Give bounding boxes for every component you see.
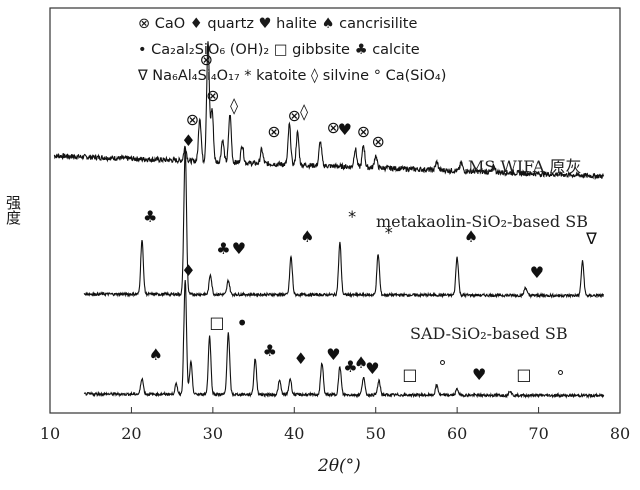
legend-line-2: • Ca₂al₂SiO₆ (OH)₂ □ gibbsite ♣ calcite [138, 42, 420, 58]
series-line [83, 148, 605, 299]
phase-marker: ♠ [464, 227, 478, 246]
x-tick-label: 40 [284, 424, 304, 443]
phase-marker: ♥ [472, 365, 486, 384]
series-name-label: metakaolin-SiO₂-based SB [376, 212, 588, 231]
phase-marker: ◊ [230, 96, 238, 115]
series-layer [53, 41, 605, 400]
phase-marker: □ [402, 365, 417, 384]
phase-marker: * [348, 207, 356, 226]
x-axis-ticks: 10 20 30 40 50 60 70 80 [40, 407, 630, 443]
phase-marker: ♦ [294, 349, 308, 368]
phase-marker: ♥ [326, 345, 340, 364]
phase-marker: ♠ [354, 353, 368, 372]
phase-marker: □ [209, 313, 224, 332]
phase-marker: ⊗ [206, 86, 219, 105]
phase-marker: ° [438, 357, 446, 376]
plot-frame [49, 7, 621, 414]
series-name-label: SAD-SiO₂-based SB [410, 324, 568, 343]
phase-marker: ♠ [149, 345, 163, 364]
phase-marker: ♥ [365, 359, 379, 378]
series-line [53, 41, 605, 181]
x-tick-label: 80 [610, 424, 630, 443]
x-axis-label: 2θ(°) [318, 456, 361, 476]
phase-marker: ∇ [585, 229, 597, 248]
phase-marker: ⊗ [200, 50, 213, 69]
series-labels: MS WIFA 原灰 metakaolin-SiO₂-based SB SAD-Si… [376, 157, 588, 343]
phase-marker: • [236, 311, 248, 335]
phase-marker: ♦ [181, 261, 195, 280]
phase-marker: □ [516, 365, 531, 384]
phase-marker: ⊗ [267, 122, 280, 141]
phase-marker: ⊗ [288, 106, 301, 125]
phase-marker: ♣ [216, 239, 230, 258]
phase-marker: ♥ [530, 263, 544, 282]
phase-marker: ♣ [343, 357, 357, 376]
legend-line-1: ⊗ CaO ♦ quartz ♥ halite ♠ cancrisilite [138, 16, 418, 32]
x-tick-label: 30 [203, 424, 223, 443]
phase-marker: ♠ [300, 227, 314, 246]
phase-marker: ♣ [143, 207, 157, 226]
x-tick-label: 10 [40, 424, 60, 443]
phase-marker: ⊗ [327, 118, 340, 137]
phase-marker: ♥ [338, 120, 352, 139]
peak-markers: ⊗⊗⊗◊⊗⊗ ◊⊗♥ ⊗⊗♣♦♣ ♥♠** ♠♥∇♠♦□ •♣ ♦ ♥♣♠♥ □ ° ♥ □ ° [143, 50, 597, 386]
phase-marker: ° [557, 367, 565, 386]
x-tick-label: 60 [447, 424, 467, 443]
phase-marker: ♥ [232, 239, 246, 258]
x-tick-label: 70 [528, 424, 548, 443]
phase-marker: ◊ [300, 102, 308, 121]
phase-marker: ⊗ [186, 110, 199, 129]
legend-line-3: ∇ Na₆Al₄Si₄O₁₇ * katoite ◊ silvine ° Ca(… [138, 68, 447, 84]
series-line [83, 280, 605, 400]
x-tick-label: 20 [121, 424, 141, 443]
x-tick-label: 50 [366, 424, 386, 443]
phase-marker: ♦ [181, 131, 195, 150]
series-name-label: MS WIFA 原灰 [468, 157, 582, 176]
y-axis-label: 强度 [4, 195, 22, 225]
phase-marker: ♣ [263, 341, 277, 360]
phase-marker: ⊗ [357, 122, 370, 141]
phase-marker: ⊗ [371, 132, 384, 151]
phase-marker: * [385, 223, 393, 242]
